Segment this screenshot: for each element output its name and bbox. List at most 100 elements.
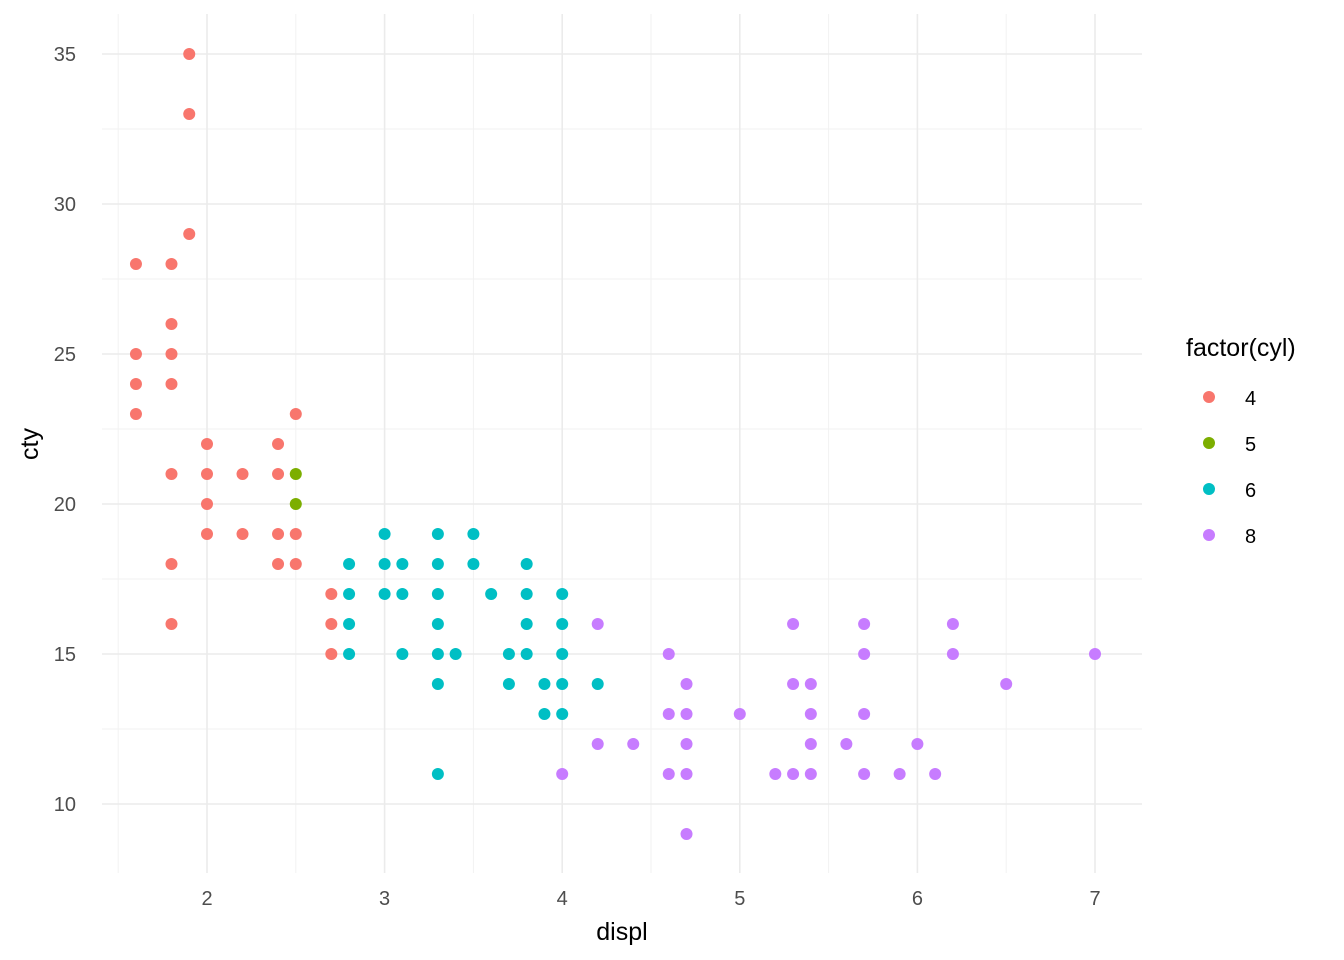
data-point bbox=[343, 588, 356, 600]
legend-items: 4 5 6 8 bbox=[1203, 388, 1256, 548]
data-point bbox=[165, 558, 178, 570]
y-tick-label: 20 bbox=[54, 494, 76, 516]
data-point bbox=[520, 558, 533, 570]
data-point bbox=[858, 618, 871, 630]
data-point bbox=[396, 558, 409, 570]
x-tick-label: 6 bbox=[912, 888, 923, 910]
data-point bbox=[556, 588, 569, 600]
data-point bbox=[538, 708, 551, 720]
data-point bbox=[787, 678, 800, 690]
data-point bbox=[272, 558, 285, 570]
data-point bbox=[289, 468, 302, 480]
data-point bbox=[396, 648, 409, 660]
data-point bbox=[804, 678, 817, 690]
legend-label: 4 bbox=[1245, 388, 1256, 410]
data-point bbox=[236, 468, 249, 480]
data-point bbox=[129, 378, 142, 390]
data-point bbox=[804, 708, 817, 720]
legend-label: 8 bbox=[1245, 526, 1256, 548]
data-point bbox=[201, 498, 213, 510]
data-point bbox=[183, 48, 196, 60]
data-point bbox=[378, 528, 391, 540]
data-point bbox=[431, 558, 444, 570]
y-tick-label: 10 bbox=[54, 794, 76, 816]
legend-key bbox=[1203, 391, 1215, 403]
data-points bbox=[129, 48, 1101, 840]
data-point bbox=[858, 648, 871, 660]
data-point bbox=[662, 708, 675, 720]
data-point bbox=[431, 768, 444, 780]
data-point bbox=[662, 768, 675, 780]
data-point bbox=[769, 768, 782, 780]
x-tick-label: 3 bbox=[379, 888, 390, 910]
data-point bbox=[183, 228, 196, 240]
data-point bbox=[591, 618, 604, 630]
data-point bbox=[201, 528, 213, 540]
legend-title: factor(cyl) bbox=[1186, 334, 1296, 362]
data-point bbox=[520, 618, 533, 630]
data-point bbox=[662, 648, 675, 660]
data-point bbox=[449, 648, 462, 660]
data-point bbox=[201, 438, 213, 450]
data-point bbox=[929, 768, 942, 780]
legend-label: 6 bbox=[1245, 480, 1256, 502]
data-point bbox=[556, 678, 569, 690]
legend-key bbox=[1203, 483, 1215, 495]
y-tick-label: 15 bbox=[54, 644, 76, 666]
data-point bbox=[1000, 678, 1013, 690]
data-point bbox=[858, 768, 871, 780]
data-point bbox=[201, 468, 213, 480]
data-point bbox=[165, 318, 178, 330]
data-point bbox=[591, 738, 604, 750]
legend-label: 5 bbox=[1245, 434, 1256, 456]
data-point bbox=[378, 588, 391, 600]
data-point bbox=[165, 378, 178, 390]
data-point bbox=[236, 528, 249, 540]
data-point bbox=[272, 528, 285, 540]
data-point bbox=[289, 558, 302, 570]
data-point bbox=[556, 768, 569, 780]
data-point bbox=[396, 588, 409, 600]
legend-key bbox=[1203, 529, 1215, 541]
data-point bbox=[520, 648, 533, 660]
x-tick-label: 2 bbox=[201, 888, 212, 910]
data-point bbox=[733, 708, 746, 720]
y-tick-label: 30 bbox=[54, 194, 76, 216]
data-point bbox=[911, 738, 924, 750]
data-point bbox=[804, 738, 817, 750]
data-point bbox=[680, 708, 693, 720]
data-point bbox=[680, 828, 693, 840]
data-point bbox=[431, 648, 444, 660]
data-point bbox=[378, 558, 391, 570]
data-point bbox=[289, 498, 302, 510]
data-point bbox=[431, 678, 444, 690]
data-point bbox=[946, 648, 959, 660]
data-point bbox=[627, 738, 640, 750]
x-tick-label: 5 bbox=[734, 888, 745, 910]
data-point bbox=[946, 618, 959, 630]
data-point bbox=[272, 438, 285, 450]
data-point bbox=[325, 648, 338, 660]
data-point bbox=[680, 768, 693, 780]
data-point bbox=[165, 348, 178, 360]
data-point bbox=[858, 708, 871, 720]
data-point bbox=[467, 528, 480, 540]
data-point bbox=[538, 678, 551, 690]
data-point bbox=[680, 678, 693, 690]
data-point bbox=[272, 468, 285, 480]
data-point bbox=[840, 738, 853, 750]
legend: factor(cyl) 4 5 6 8 bbox=[1186, 334, 1296, 548]
y-axis-tick-labels: 10 15 20 25 30 35 bbox=[54, 44, 76, 816]
data-point bbox=[787, 768, 800, 780]
data-point bbox=[343, 648, 356, 660]
data-point bbox=[467, 558, 480, 570]
y-tick-label: 25 bbox=[54, 344, 76, 366]
data-point bbox=[556, 648, 569, 660]
data-point bbox=[325, 618, 338, 630]
x-tick-label: 4 bbox=[557, 888, 568, 910]
x-tick-label: 7 bbox=[1089, 888, 1100, 910]
legend-key bbox=[1203, 437, 1215, 449]
data-point bbox=[485, 588, 498, 600]
data-point bbox=[183, 108, 196, 120]
